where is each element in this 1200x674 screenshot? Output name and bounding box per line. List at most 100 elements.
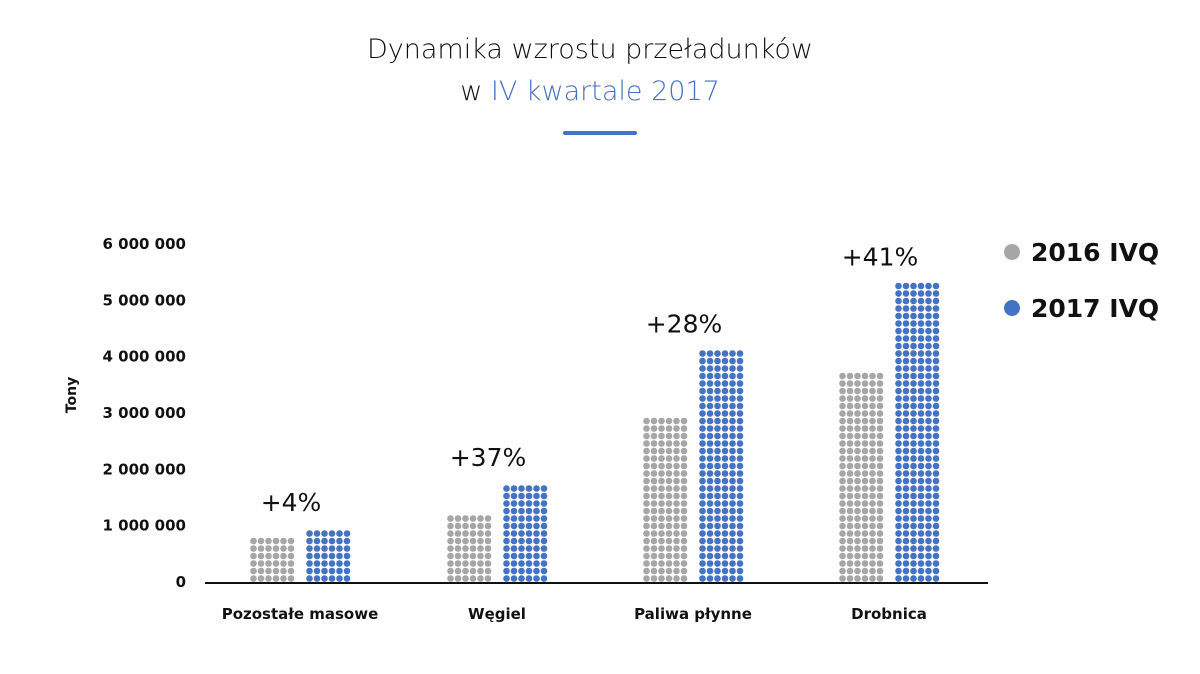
bar-dot xyxy=(910,387,917,395)
bar-dot xyxy=(869,387,876,395)
bar-dot xyxy=(650,522,658,530)
bar-dot xyxy=(839,537,846,545)
bar-dot xyxy=(540,507,548,515)
bar-dot xyxy=(447,552,454,560)
bar-dot xyxy=(839,485,846,492)
bar-dot xyxy=(932,470,940,477)
bar-dot xyxy=(932,387,940,395)
bar-dot xyxy=(876,522,884,530)
bar-dot xyxy=(861,410,869,417)
bar-dot xyxy=(462,515,469,522)
bar-dot xyxy=(729,530,736,537)
bar-dot xyxy=(643,575,650,582)
bar-dot xyxy=(917,282,925,290)
bar-dot xyxy=(714,485,721,492)
bar-dot xyxy=(925,402,932,410)
bar-dot xyxy=(895,492,902,500)
bar-dot xyxy=(729,522,736,530)
bar-dot xyxy=(932,545,940,552)
bar-dot xyxy=(876,455,884,462)
bar-dot xyxy=(902,342,910,350)
bar-dot xyxy=(854,575,861,582)
bar-dot xyxy=(328,537,336,545)
bar-dot xyxy=(721,357,729,365)
bar-dot xyxy=(714,545,721,552)
bar-dot xyxy=(540,515,548,522)
bar-dot xyxy=(902,530,910,537)
bar-dot xyxy=(729,507,736,515)
bar-dot xyxy=(706,470,714,477)
bar-dot xyxy=(925,507,932,515)
bar-dot xyxy=(876,387,884,395)
bar-dot xyxy=(673,567,680,575)
bar-dot xyxy=(518,567,525,575)
bar-dot xyxy=(680,477,688,485)
bar-dot xyxy=(510,545,518,552)
bar-dot xyxy=(650,470,658,477)
bar-dot xyxy=(699,500,706,507)
bar-dot xyxy=(665,477,673,485)
bar-dot xyxy=(861,515,869,522)
bar-dot xyxy=(861,425,869,432)
bar-dot xyxy=(706,485,714,492)
bar-dot xyxy=(925,297,932,305)
bar-dot xyxy=(714,365,721,372)
bar-dot xyxy=(902,372,910,380)
chart-subtitle: w IV kwartale 2017 xyxy=(0,76,1180,107)
bar-dot xyxy=(917,500,925,507)
bar-dot xyxy=(876,575,884,582)
bar-dot xyxy=(673,530,680,537)
bar-dot xyxy=(525,552,533,560)
bar-dot xyxy=(736,455,744,462)
bar-dot xyxy=(706,500,714,507)
bar-dot xyxy=(861,567,869,575)
bar-dot xyxy=(257,575,265,582)
bar-dot xyxy=(895,522,902,530)
bar-dot xyxy=(721,507,729,515)
bar-dot xyxy=(917,402,925,410)
bar-dot xyxy=(699,530,706,537)
bar-dot xyxy=(658,575,665,582)
bar-dot xyxy=(673,447,680,455)
bar-dot xyxy=(706,537,714,545)
bar-dot xyxy=(699,372,706,380)
bar-dot xyxy=(869,567,876,575)
bar-dot xyxy=(721,462,729,470)
bar-dot xyxy=(839,425,846,432)
bar-dot xyxy=(736,350,744,357)
bar-dot xyxy=(729,455,736,462)
bar-dot xyxy=(721,485,729,492)
bar-dot xyxy=(895,335,902,342)
bar-dot xyxy=(699,350,706,357)
bar-dot xyxy=(846,410,854,417)
bar-dot xyxy=(680,552,688,560)
bar-dot xyxy=(925,500,932,507)
bar-dot xyxy=(925,282,932,290)
bar-dot xyxy=(910,440,917,447)
bar-dot xyxy=(721,440,729,447)
bar-dot xyxy=(321,560,328,567)
bar-dot xyxy=(533,537,540,545)
y-axis-label: Tony xyxy=(64,377,80,413)
bar-dot xyxy=(736,380,744,387)
bar-dot xyxy=(895,327,902,335)
bar-dot xyxy=(895,432,902,440)
bar-dot xyxy=(699,462,706,470)
bar-dot xyxy=(673,545,680,552)
bar-dot xyxy=(917,387,925,395)
bar-dot xyxy=(932,305,940,312)
bar-dot xyxy=(861,432,869,440)
bar-dot xyxy=(876,537,884,545)
bar-2017-ivq xyxy=(895,282,940,582)
bar-dot xyxy=(280,545,287,552)
bar-dot xyxy=(925,492,932,500)
bar-dot xyxy=(902,432,910,440)
bar-dot xyxy=(680,522,688,530)
bar-dot xyxy=(729,402,736,410)
bar-dot xyxy=(861,500,869,507)
bar-dot xyxy=(714,567,721,575)
bar-dot xyxy=(839,395,846,402)
bar-dot xyxy=(721,515,729,522)
bar-dot xyxy=(839,545,846,552)
bar-dot xyxy=(917,410,925,417)
